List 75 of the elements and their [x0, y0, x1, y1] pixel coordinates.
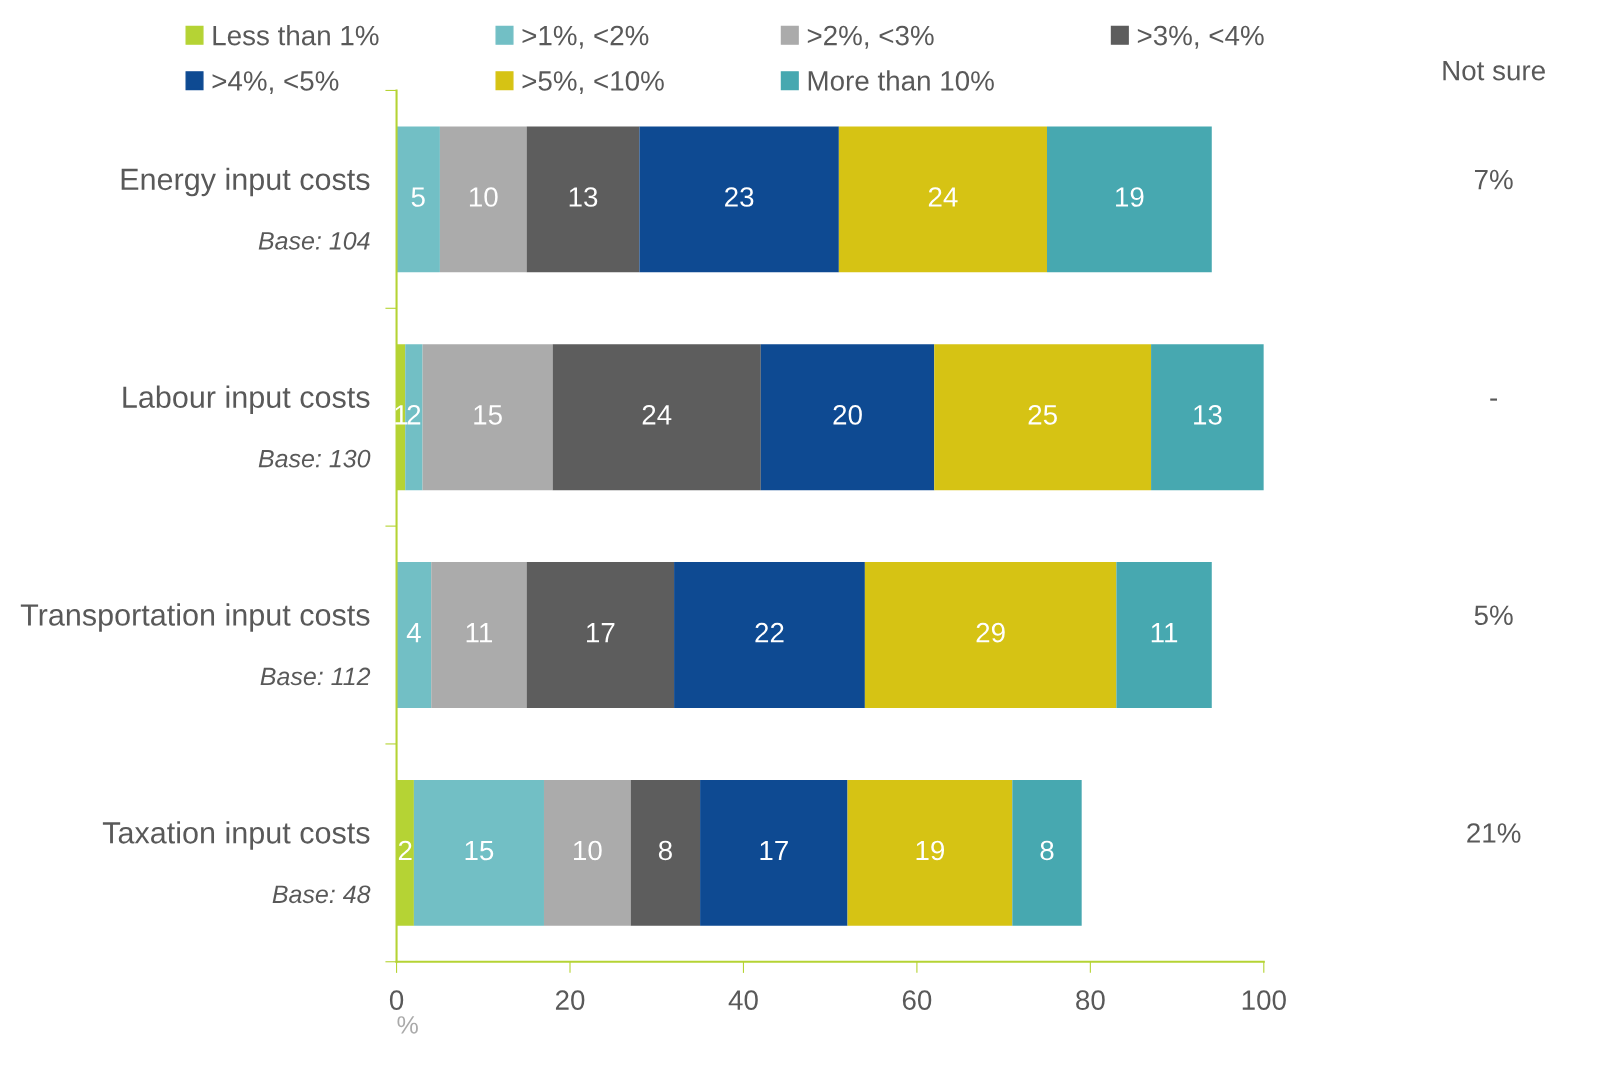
data-label: 11 — [1151, 623, 1178, 643]
data-label: 8 — [1040, 840, 1054, 861]
data-label: 13 — [1194, 404, 1222, 425]
data-label: 2 — [407, 404, 421, 425]
bar — [422, 344, 553, 491]
text: Base: 48 — [272, 885, 371, 904]
bar — [630, 779, 701, 926]
data-label: 17 — [760, 840, 788, 861]
bar — [413, 779, 544, 926]
data-label: 11 — [466, 623, 493, 643]
data-label: 25 — [1028, 404, 1057, 425]
legend-label: Less than 1% — [213, 25, 379, 46]
bar — [639, 126, 839, 273]
data-label: 17 — [587, 623, 615, 643]
x-tick-label: 0 — [389, 990, 404, 1010]
data-label: 22 — [755, 622, 784, 643]
y-tick-label: Transportation input costs — [20, 603, 370, 632]
bar — [1151, 344, 1264, 491]
bar — [431, 562, 527, 708]
legend-label: >4%, <5% — [212, 71, 339, 95]
bar — [1116, 562, 1212, 708]
x-tick-label: 40 — [728, 990, 758, 1010]
bar — [543, 779, 631, 926]
text: Base: 112 — [260, 667, 371, 686]
bar — [396, 126, 440, 273]
data-label: 15 — [465, 840, 494, 861]
legend-label: >1%, <2% — [522, 25, 649, 49]
data-label: 2 — [398, 840, 412, 861]
bar — [838, 126, 1047, 273]
text: 5% — [1474, 605, 1513, 626]
bar — [847, 779, 1013, 926]
bar — [552, 344, 761, 491]
y-tick-label: Labour input costs — [123, 385, 370, 415]
legend-label: >3%, <4% — [1137, 25, 1264, 49]
bar — [1046, 126, 1212, 273]
x-tick-label: 100 — [1242, 990, 1286, 1010]
y-tick-label: Energy input costs — [121, 167, 370, 197]
bar — [1012, 779, 1082, 926]
data-label: 20 — [833, 404, 862, 425]
data-label: 8 — [658, 840, 672, 861]
text: Not sure — [1443, 61, 1545, 81]
legend-label: >2%, <3% — [807, 25, 934, 49]
bar — [760, 344, 935, 491]
text: 7% — [1474, 169, 1513, 190]
data-label: 24 — [928, 187, 958, 207]
x-tick-label: 80 — [1076, 990, 1105, 1010]
data-label: 15 — [474, 405, 502, 425]
data-label: 19 — [916, 840, 945, 861]
data-label: 4 — [406, 623, 421, 643]
data-label: 10 — [574, 840, 602, 861]
legend-label: >5%, <10% — [522, 71, 664, 95]
data-label: 10 — [469, 187, 498, 207]
bar — [700, 779, 848, 926]
text: Base: 130 — [258, 449, 371, 468]
bar — [439, 126, 527, 273]
legend-label: More than 10% — [808, 70, 994, 91]
data-label: 24 — [642, 404, 672, 425]
data-label: 13 — [569, 187, 598, 207]
x-axis-title: % — [397, 1016, 418, 1034]
bar — [864, 562, 1117, 708]
x-tick-label: 60 — [902, 990, 932, 1010]
data-label: 29 — [976, 622, 1005, 643]
data-label: 23 — [725, 187, 754, 207]
bar — [674, 562, 865, 708]
y-tick-label: Taxation input costs — [102, 821, 370, 850]
bar — [526, 126, 640, 273]
x-tick-label: 20 — [555, 990, 585, 1010]
data-label: 19 — [1116, 187, 1144, 207]
text: 21% — [1467, 823, 1521, 843]
data-label: 5 — [411, 187, 425, 207]
text: Base: 104 — [258, 231, 370, 250]
bar — [934, 344, 1152, 491]
bar — [396, 562, 432, 708]
bar — [526, 562, 675, 708]
text: - — [1490, 398, 1498, 401]
